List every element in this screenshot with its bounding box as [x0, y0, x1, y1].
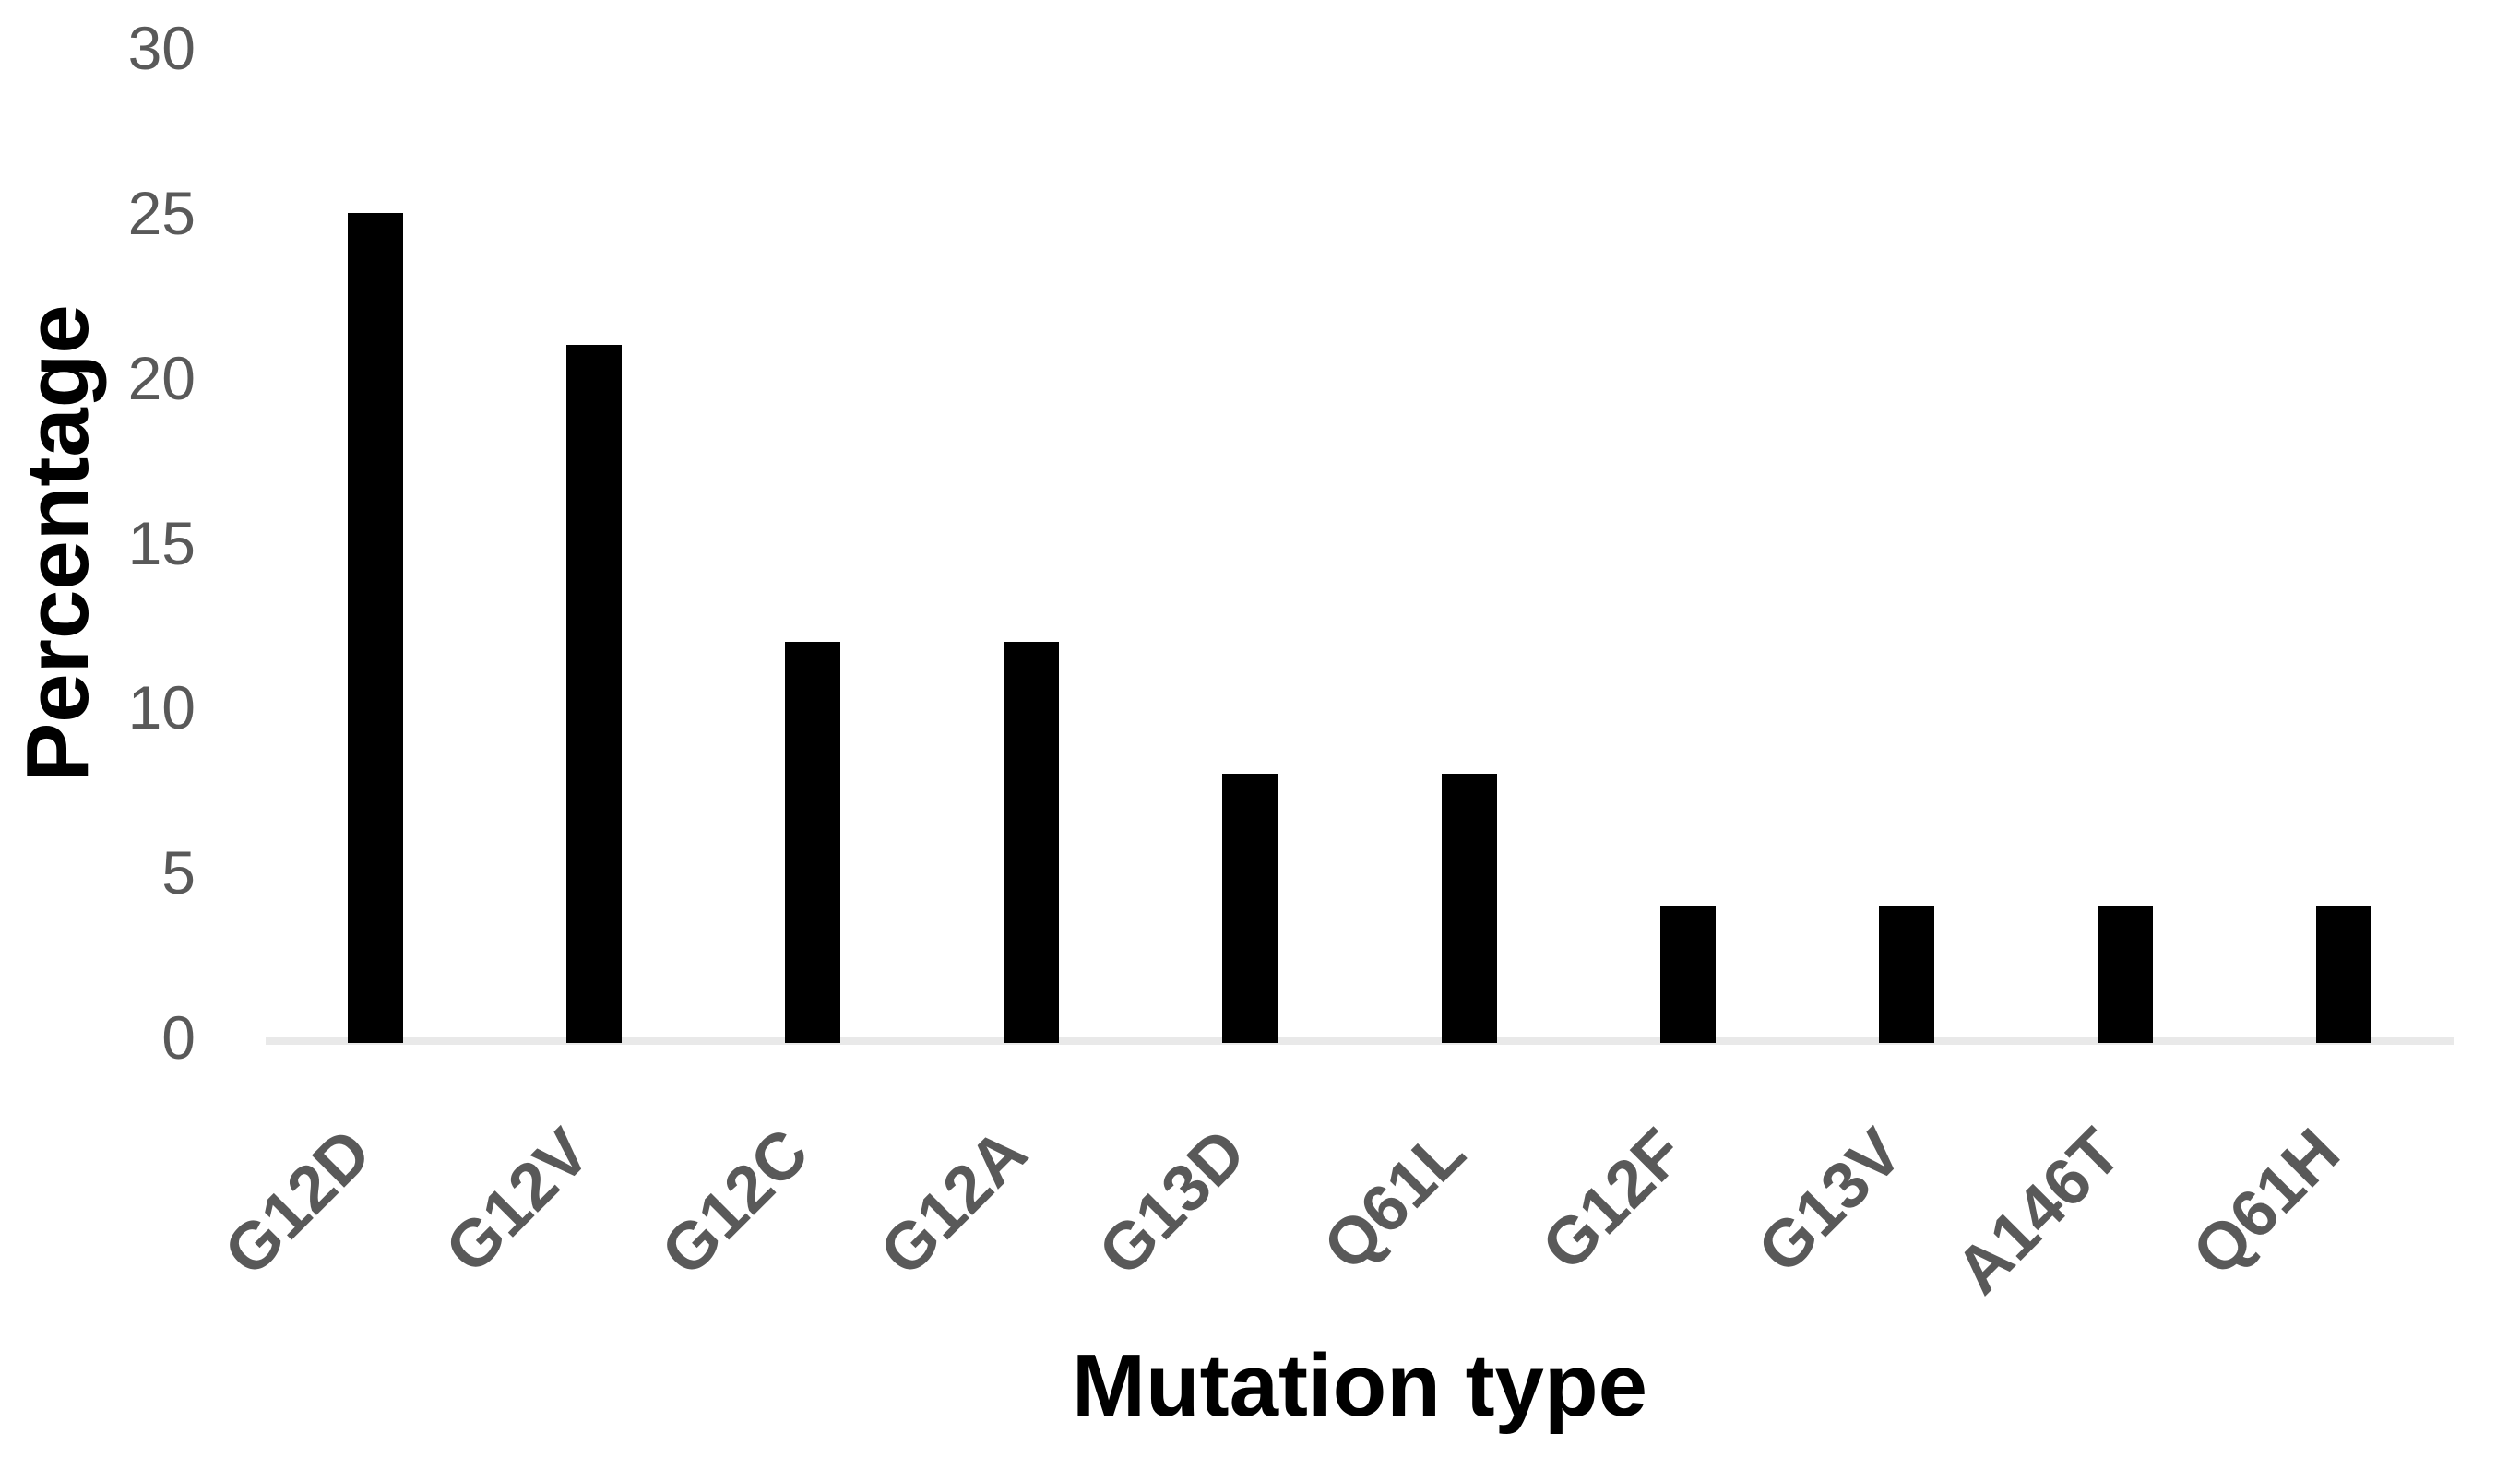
bar-A146T — [2098, 905, 2154, 1043]
y-tick-label-10: 10 — [127, 673, 196, 742]
bar-G12F — [1659, 905, 1716, 1043]
y-tick-label-0: 0 — [161, 1003, 196, 1072]
y-tick-label-20: 20 — [127, 343, 196, 412]
y-tick-label-15: 15 — [127, 508, 196, 577]
bar-G12D — [347, 212, 403, 1043]
bar-G12A — [1004, 641, 1060, 1043]
y-tick-label-30: 30 — [127, 14, 196, 82]
bar-G13D — [1222, 773, 1278, 1043]
bar-G13V — [1879, 905, 1934, 1043]
bar-G12V — [565, 344, 622, 1043]
bar-G12C — [785, 641, 840, 1043]
x-axis-title: Mutation type — [1072, 1336, 1647, 1435]
bar-Q61H — [2316, 905, 2372, 1043]
y-tick-label-5: 5 — [161, 838, 196, 907]
bar-Q61L — [1441, 773, 1497, 1043]
y-tick-label-25: 25 — [127, 178, 196, 247]
x-axis-line — [266, 1037, 2454, 1045]
